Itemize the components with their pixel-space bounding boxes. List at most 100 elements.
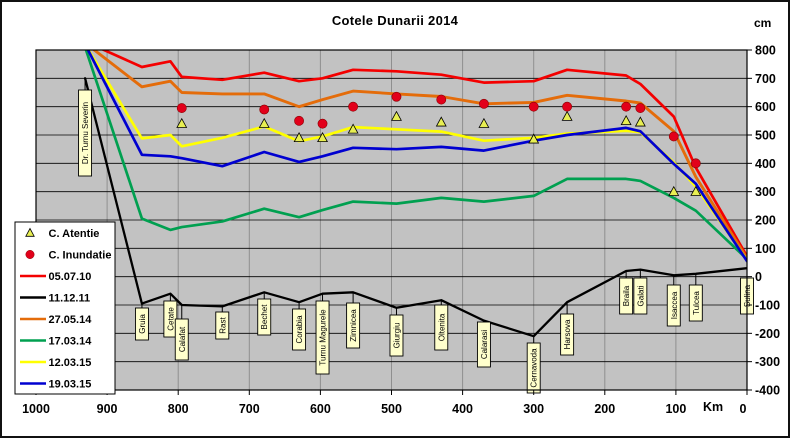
y-tick-label: -400 — [755, 384, 780, 398]
attention-marker-Oltenita — [435, 116, 447, 127]
attention-marker-Tulcea — [690, 185, 702, 196]
station-label-corabia: Corabia — [295, 315, 304, 344]
series-line-19.03.15 — [86, 50, 747, 263]
y-tick-label: 400 — [755, 157, 776, 171]
legend-item-label: 19.03.15 — [49, 379, 92, 391]
attention-marker-Cernavoda — [528, 133, 540, 144]
station-label-box — [215, 311, 230, 340]
station-label-gruia: Gruia — [138, 314, 147, 334]
x-tick-label: 700 — [239, 402, 260, 416]
station-label-box — [257, 298, 272, 336]
y-tick-label: 100 — [755, 242, 776, 256]
attention-marker-Turnu Magurele — [317, 131, 329, 143]
station-label-box — [688, 284, 703, 322]
legend-item-label: C. Inundatie — [49, 250, 112, 262]
chart-title: Cotele Dunarii 2014 — [331, 13, 459, 28]
x-tick-label: 300 — [523, 402, 544, 416]
station-label-box — [560, 313, 575, 356]
station-label-box — [434, 304, 449, 351]
station-label-giurgiu: Giurgiu — [392, 323, 401, 349]
attention-marker-Giurgiu — [391, 110, 402, 121]
flood-marker-Corabia — [294, 115, 304, 126]
y-tick-label: 0 — [755, 270, 762, 284]
flood-marker-Bechet — [259, 104, 270, 115]
flood-marker-Tulcea — [690, 158, 701, 169]
attention-marker-Braila — [620, 114, 632, 126]
legend-item-05-07-10: 05.07.10 — [20, 271, 91, 283]
y-tick-label: 500 — [755, 129, 776, 143]
legend-item-19-03-15: 19.03.15 — [20, 379, 91, 391]
attention-marker-Harsova — [561, 110, 573, 121]
attention-marker-Calafat — [176, 117, 188, 128]
flood-marker-Isaccea — [668, 131, 679, 142]
station-label-box — [633, 277, 648, 315]
flood-marker-Turnu Magurele — [317, 118, 328, 129]
station-label-box — [315, 300, 330, 375]
x-tick-label: 200 — [594, 402, 615, 416]
station-label-tulcea: Tulcea — [692, 291, 701, 315]
station-label-box — [389, 314, 404, 357]
flood-marker-Giurgiu — [391, 91, 402, 102]
station-label-rast: Rast — [218, 317, 227, 334]
y-tick-label: 700 — [755, 72, 776, 86]
series-line-05.07.10 — [100, 50, 747, 258]
station-label-box — [292, 308, 307, 351]
legend-item-17-03-14: 17.03.14 — [20, 336, 92, 348]
station-label-cernavoda: Cernavoda — [530, 348, 539, 388]
y-tick-label: 200 — [755, 214, 776, 228]
legend-item-12-03-15: 12.03.15 — [20, 357, 91, 369]
attention-legend-icon — [25, 227, 35, 237]
x-tick-label: 1000 — [22, 402, 50, 416]
legend-item-27-05-14: 27.05.14 — [20, 314, 92, 326]
x-axis-unit-label: Km — [703, 400, 724, 414]
station-label-calarasi: Calarasi — [480, 330, 489, 360]
legend-item-c-inundatie: C. Inundatie — [25, 250, 112, 262]
legend-item-label: 12.03.15 — [49, 357, 92, 369]
flood-marker-Zimnicea — [348, 101, 359, 112]
flood-marker-Galati — [635, 103, 646, 113]
series-line-17.03.14 — [84, 50, 747, 261]
station-label-isaccea: Isaccea — [670, 291, 679, 319]
legend-item-label: 05.07.10 — [49, 271, 92, 283]
flood-marker-Calafat — [176, 103, 187, 113]
legend-item-label: C. Atentie — [49, 228, 100, 240]
y-tick-label: 600 — [755, 100, 776, 114]
station-label-braila: Braila — [622, 285, 631, 306]
station-label-oltenita: Oltenita — [437, 313, 446, 341]
station-label-galati: Galati — [636, 285, 645, 306]
station-label-box — [619, 277, 634, 315]
attention-marker-Corabia — [293, 131, 305, 143]
station-label-calafat: Calafat — [178, 326, 187, 352]
station-label-cetate: Cetate — [166, 307, 175, 331]
attention-marker-Galati — [634, 116, 646, 127]
y-axis-unit-label: cm — [754, 16, 772, 30]
flood-marker-Calarasi — [479, 98, 489, 109]
station-label-dr-turnu-severin: Dr. Turnu Severin — [81, 102, 90, 164]
x-tick-label: 400 — [452, 402, 473, 416]
y-tick-label: -100 — [755, 299, 780, 313]
station-label-box — [134, 307, 149, 341]
y-tick-label: 300 — [755, 185, 776, 199]
y-tick-label: -300 — [755, 355, 780, 369]
flood-marker-Oltenita — [436, 94, 447, 105]
x-tick-label: 0 — [740, 402, 747, 416]
attention-marker-Calarasi — [478, 117, 490, 128]
flood-legend-icon — [25, 250, 35, 259]
station-label-box — [78, 89, 93, 177]
legend-item-label: 17.03.14 — [49, 336, 93, 348]
x-tick-label: 800 — [168, 402, 189, 416]
station-label-box — [346, 302, 361, 349]
flood-marker-Braila — [621, 101, 632, 112]
legend-item-c-atentie: C. Atentie — [25, 227, 100, 240]
x-tick-label: 900 — [97, 402, 118, 416]
x-tick-label: 100 — [665, 402, 686, 416]
station-label-harsova: Harsova — [563, 319, 572, 349]
attention-marker-Zimnicea — [347, 123, 359, 134]
y-tick-label: 800 — [755, 44, 776, 58]
flood-marker-Harsova — [562, 101, 573, 112]
station-label-box — [666, 284, 681, 327]
station-label-box — [174, 318, 189, 361]
flood-marker-Cernavoda — [528, 101, 539, 112]
